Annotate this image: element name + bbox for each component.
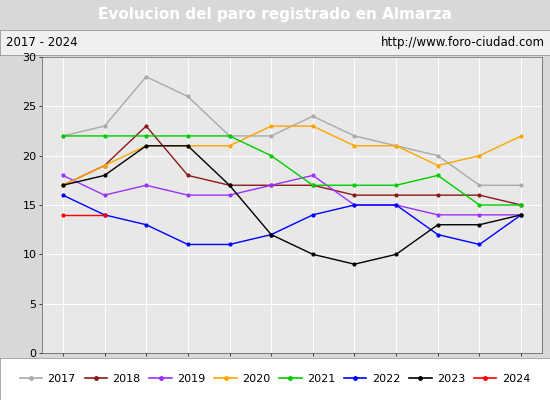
2023 [393, 252, 399, 257]
2020 [268, 124, 274, 128]
2022 [101, 212, 108, 217]
2022 [434, 232, 441, 237]
2023 [351, 262, 358, 266]
2020 [434, 163, 441, 168]
Line: 2017: 2017 [62, 75, 522, 187]
2020 [476, 153, 483, 158]
2019 [310, 173, 316, 178]
2017 [268, 134, 274, 138]
2021 [268, 153, 274, 158]
2021 [518, 202, 525, 207]
2018 [393, 193, 399, 198]
2023 [143, 143, 150, 148]
2023 [434, 222, 441, 227]
2018 [268, 183, 274, 188]
2021 [393, 183, 399, 188]
2019 [59, 173, 66, 178]
2020 [393, 143, 399, 148]
2018 [59, 183, 66, 188]
2018 [185, 173, 191, 178]
2019 [476, 212, 483, 217]
2020 [226, 143, 233, 148]
2023 [101, 173, 108, 178]
Text: http://www.foro-ciudad.com: http://www.foro-ciudad.com [381, 36, 544, 49]
2017 [185, 94, 191, 99]
Line: 2018: 2018 [62, 125, 522, 206]
2021 [476, 202, 483, 207]
2024 [101, 212, 108, 217]
2020 [143, 143, 150, 148]
Line: 2022: 2022 [62, 194, 522, 246]
2018 [143, 124, 150, 128]
2022 [268, 232, 274, 237]
2019 [518, 212, 525, 217]
2022 [143, 222, 150, 227]
2017 [143, 74, 150, 79]
2018 [476, 193, 483, 198]
2018 [518, 202, 525, 207]
2020 [101, 163, 108, 168]
2019 [351, 202, 358, 207]
2022 [351, 202, 358, 207]
2021 [434, 173, 441, 178]
2022 [518, 212, 525, 217]
2021 [101, 134, 108, 138]
2019 [143, 183, 150, 188]
2020 [518, 134, 525, 138]
2017 [101, 124, 108, 128]
2023 [185, 143, 191, 148]
2019 [268, 183, 274, 188]
2021 [143, 134, 150, 138]
2023 [310, 252, 316, 257]
2017 [518, 183, 525, 188]
Line: 2023: 2023 [62, 144, 522, 266]
2017 [59, 134, 66, 138]
2018 [101, 163, 108, 168]
Line: 2021: 2021 [62, 134, 522, 206]
2017 [434, 153, 441, 158]
2017 [351, 134, 358, 138]
2023 [476, 222, 483, 227]
2019 [226, 193, 233, 198]
2018 [226, 183, 233, 188]
Text: 2017 - 2024: 2017 - 2024 [6, 36, 77, 49]
2018 [310, 183, 316, 188]
2023 [59, 183, 66, 188]
2019 [185, 193, 191, 198]
Line: 2020: 2020 [62, 125, 522, 187]
2021 [59, 134, 66, 138]
2022 [476, 242, 483, 247]
2017 [393, 143, 399, 148]
2021 [226, 134, 233, 138]
Line: 2024: 2024 [62, 214, 106, 216]
2020 [310, 124, 316, 128]
Line: 2019: 2019 [62, 174, 522, 216]
2021 [351, 183, 358, 188]
2022 [310, 212, 316, 217]
2019 [101, 193, 108, 198]
2017 [310, 114, 316, 118]
2022 [185, 242, 191, 247]
2022 [59, 193, 66, 198]
2020 [351, 143, 358, 148]
2019 [393, 202, 399, 207]
2023 [226, 183, 233, 188]
2024 [59, 212, 66, 217]
2019 [434, 212, 441, 217]
2023 [268, 232, 274, 237]
2020 [59, 183, 66, 188]
2021 [310, 183, 316, 188]
2022 [393, 202, 399, 207]
2023 [518, 212, 525, 217]
Text: Evolucion del paro registrado en Almarza: Evolucion del paro registrado en Almarza [98, 8, 452, 22]
2018 [351, 193, 358, 198]
2020 [185, 143, 191, 148]
2022 [226, 242, 233, 247]
2017 [476, 183, 483, 188]
2021 [185, 134, 191, 138]
2017 [226, 134, 233, 138]
Legend: 2017, 2018, 2019, 2020, 2021, 2022, 2023, 2024: 2017, 2018, 2019, 2020, 2021, 2022, 2023… [16, 371, 534, 387]
2018 [434, 193, 441, 198]
